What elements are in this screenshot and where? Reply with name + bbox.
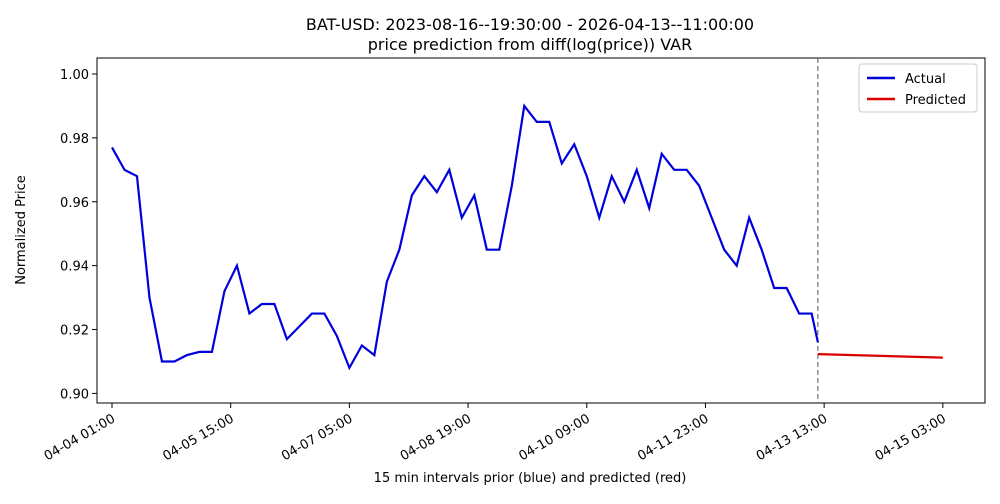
y-tick-label: 0.92 bbox=[60, 324, 89, 339]
x-tick-label: 04-07 05:00 bbox=[279, 411, 355, 464]
x-tick-label: 04-04 01:00 bbox=[42, 411, 118, 464]
y-axis-label: Normalized Price bbox=[14, 175, 29, 285]
x-tick-label: 04-08 19:00 bbox=[398, 411, 474, 464]
y-tick-label: 0.98 bbox=[60, 132, 89, 147]
chart-subtitle: price prediction from diff(log(price)) V… bbox=[368, 35, 692, 54]
x-tick-label: 04-13 13:00 bbox=[754, 411, 830, 464]
y-tick-label: 0.90 bbox=[60, 387, 89, 402]
legend-label: Actual bbox=[905, 72, 946, 87]
y-tick-label: 1.00 bbox=[60, 68, 89, 83]
series-line bbox=[817, 353, 943, 359]
series-line bbox=[111, 103, 819, 371]
x-tick-label: 04-05 15:00 bbox=[160, 411, 236, 464]
x-axis-label: 15 min intervals prior (blue) and predic… bbox=[374, 471, 687, 486]
y-tick-label: 0.96 bbox=[60, 196, 89, 211]
y-tick-label: 0.94 bbox=[60, 260, 89, 275]
chart-title: BAT-USD: 2023-08-16--19:30:00 - 2026-04-… bbox=[306, 15, 754, 34]
plot-area bbox=[96, 57, 986, 404]
x-tick-label: 04-10 09:00 bbox=[517, 411, 593, 464]
legend-label: Predicted bbox=[905, 93, 966, 108]
x-tick-label: 04-15 03:00 bbox=[873, 411, 949, 464]
x-tick-label: 04-11 23:00 bbox=[635, 411, 711, 464]
